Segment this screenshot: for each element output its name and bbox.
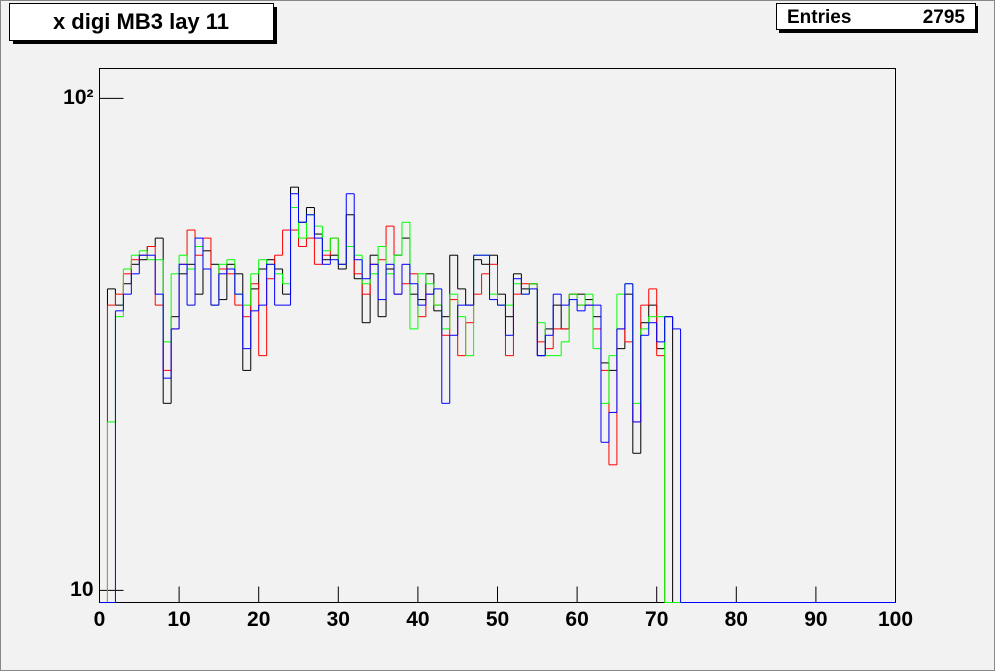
chart-title: x digi MB3 lay 11 [53, 9, 229, 34]
x-tick-label: 10 [167, 608, 190, 631]
x-tick-label: 30 [327, 608, 350, 631]
x-tick-label: 70 [645, 608, 668, 631]
y-tick-label: 10² [63, 86, 93, 109]
x-tick-label: 60 [565, 608, 588, 631]
x-tick-label: 80 [725, 608, 748, 631]
plot-frame [99, 68, 896, 603]
x-tick-label: 50 [486, 608, 509, 631]
x-tick-label: 20 [247, 608, 270, 631]
title-box [9, 3, 274, 41]
y-tick-label: 10 [70, 578, 93, 601]
stats-label: Entries [787, 7, 851, 28]
x-tick-label: 100 [878, 608, 913, 631]
stats-value: 2795 [923, 7, 966, 28]
x-tick-label: 90 [804, 608, 827, 631]
x-tick-label: 0 [94, 608, 106, 631]
x-tick-label: 40 [406, 608, 429, 631]
stats-box [776, 3, 976, 30]
